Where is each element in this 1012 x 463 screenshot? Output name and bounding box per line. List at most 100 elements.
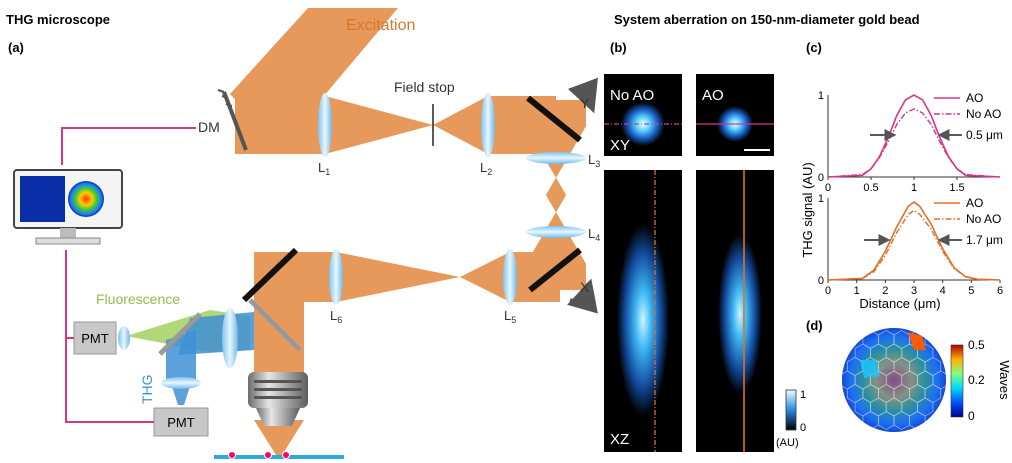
lens-l4-label: L4	[588, 226, 600, 243]
objective-lens	[248, 372, 308, 426]
y-tick-label: 0	[818, 172, 824, 184]
pmt-thg-label: PMT	[167, 415, 195, 430]
plot-bottom: 0 1 2 3 4 5 6 0 1	[818, 193, 1003, 297]
beam-l5-waist	[460, 252, 510, 302]
lens-l3-label: L3	[588, 152, 600, 169]
computer-icon	[13, 169, 123, 245]
waves-tick-max: 0.5	[968, 338, 985, 352]
panel-d-label: (d)	[806, 318, 823, 333]
colorbar-intensity	[785, 389, 797, 431]
mirror-lower	[241, 247, 299, 303]
bottom-series-noao	[827, 209, 1001, 281]
left-title: THG microscope	[6, 12, 110, 27]
lens-l2	[481, 93, 495, 157]
y-tick-label: 1	[818, 90, 824, 102]
bottom-legend-ao: AO	[966, 196, 983, 210]
y-tick-label: 1	[818, 193, 824, 205]
xz-label: XZ	[610, 431, 629, 448]
excitation-label: Excitation	[346, 17, 415, 34]
sample-slide	[214, 455, 344, 459]
image-xy-noao	[604, 74, 682, 156]
dm-label: DM	[198, 119, 220, 135]
mirror-x-label: X	[580, 279, 590, 295]
plot-top: 0 0.5 1 1.5 0 1	[818, 90, 1001, 194]
top-legend-ao: AO	[966, 91, 983, 105]
y-tick-label: 0	[818, 275, 824, 287]
ao-label: AO	[702, 87, 724, 104]
panel-b-label: (b)	[610, 40, 627, 55]
panel-a-label: (a)	[8, 40, 24, 55]
mirror-x	[528, 247, 582, 293]
lens-l3	[526, 152, 586, 164]
lens-l2-label: L2	[480, 160, 492, 177]
image-xz-noao	[604, 170, 682, 452]
mirror-y-label: Y	[580, 95, 590, 111]
dichroic-thg	[158, 312, 202, 356]
image-xz-ao	[696, 170, 774, 452]
wavefront-hot-segment	[908, 332, 926, 350]
scale-bar	[744, 149, 770, 151]
beam-to-objective	[254, 252, 304, 382]
rotate-arrow-y	[567, 77, 598, 114]
colorbar-waves	[950, 344, 964, 418]
pmt-thg-box	[153, 407, 209, 437]
sample-bead-3	[282, 451, 290, 459]
plot-ylabel: THG signal (AU)	[800, 162, 815, 257]
field-stop-label: Field stop	[394, 79, 455, 95]
beam-dm-fieldstop	[235, 96, 433, 154]
sample-bead-1	[228, 451, 236, 459]
lens-l1	[318, 93, 332, 157]
wire-computer-pmt1	[65, 250, 74, 339]
lens-l5	[503, 249, 517, 305]
beam-waist-l6	[336, 252, 460, 302]
wavefront-cyan-segment	[860, 360, 880, 378]
waves-tick-mid: 0.2	[968, 373, 985, 387]
colorbar-max: 1	[800, 389, 806, 401]
x-tick-label: 4	[940, 285, 946, 297]
mirror-y	[526, 95, 582, 143]
wavefront-map	[839, 328, 949, 432]
dm-mirror-ticks	[217, 89, 233, 107]
top-legend-noao: No AO	[966, 107, 1001, 121]
bottom-fwhm-label: 1.7 μm	[966, 233, 1003, 247]
pmt-fluorescence-box	[73, 321, 117, 355]
lens-l6	[329, 249, 343, 305]
dichroic-fluo	[248, 298, 302, 352]
sample-bead-2	[264, 451, 272, 459]
waves-tick-min: 0	[968, 409, 975, 423]
lens-l5-label: L5	[504, 308, 516, 325]
panel-c-label: (c)	[806, 40, 822, 55]
wire-pmt2	[65, 338, 154, 423]
waves-label: Waves	[997, 360, 1012, 400]
beam-x-l5	[510, 252, 560, 302]
lens-pmt-fluo	[118, 326, 130, 350]
x-tick-label: 3	[911, 285, 917, 297]
beam-path	[230, 8, 586, 455]
image-xy-ao	[696, 74, 774, 156]
wire-dm-computer	[61, 127, 196, 165]
x-tick-label: 0	[825, 285, 831, 297]
top-series-noao	[827, 108, 1001, 178]
lens-thg	[161, 377, 201, 389]
x-tick-label: 1.5	[949, 182, 964, 194]
beam-fieldstop-l2	[433, 96, 488, 154]
x-tick-label: 6	[997, 285, 1003, 297]
x-tick-label: 1	[911, 182, 917, 194]
x-tick-label: 2	[882, 285, 888, 297]
colorbar-unit: (AU)	[776, 437, 799, 449]
lens-l4	[526, 226, 586, 238]
rotate-arrow-x	[567, 278, 598, 314]
beam-focus	[254, 420, 304, 455]
top-fwhm-label: 0.5 μm	[966, 128, 1003, 142]
lens-l6-label: L6	[330, 308, 342, 325]
x-tick-label: 0	[825, 182, 831, 194]
right-title: System aberration on 150-nm-diameter gol…	[614, 12, 920, 27]
fluorescence-label: Fluorescence	[96, 291, 180, 307]
colorbar-min: 0	[800, 422, 806, 434]
x-tick-label: 1	[854, 285, 860, 297]
xy-label: XY	[610, 137, 630, 154]
thg-label: THG	[139, 374, 155, 404]
bottom-legend-noao: No AO	[966, 212, 1001, 226]
